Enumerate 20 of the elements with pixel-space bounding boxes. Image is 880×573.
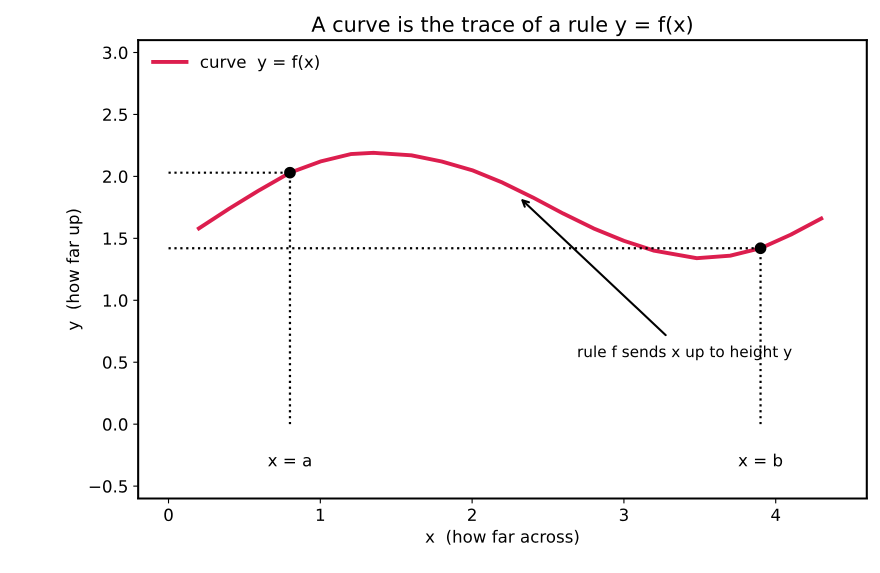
x-tick-label: 1 [316, 508, 324, 521]
y-axis-title: y (how far up) [66, 209, 82, 330]
y-tick-label: 0.0 [103, 418, 128, 431]
x-axis-title: x (how far across) [426, 530, 578, 545]
y-tick-label: −0.5 [90, 480, 127, 493]
y-tick-label: 3.0 [103, 46, 128, 60]
x-tick-label: 3 [620, 508, 628, 522]
chart-title: A curve is the trace of a rule y = f(x) [311, 16, 692, 36]
y-tick-label: 1.0 [104, 294, 128, 307]
y-tick-label: 0.5 [103, 356, 127, 369]
y-tick-label: 2.0 [103, 170, 128, 183]
annotation: rule f sends x up to height y [578, 345, 792, 360]
annotation: x = b [738, 454, 782, 467]
y-tick-label: 1.5 [104, 232, 127, 245]
legend-label: curve y = f(x) [200, 55, 319, 72]
x-tick-label: 4 [771, 508, 780, 521]
x-tick-label: 2 [468, 508, 476, 521]
x-tick-label: 0 [164, 508, 173, 522]
y-tick-label: 2.5 [103, 108, 127, 122]
annotation: x = a [268, 456, 311, 467]
